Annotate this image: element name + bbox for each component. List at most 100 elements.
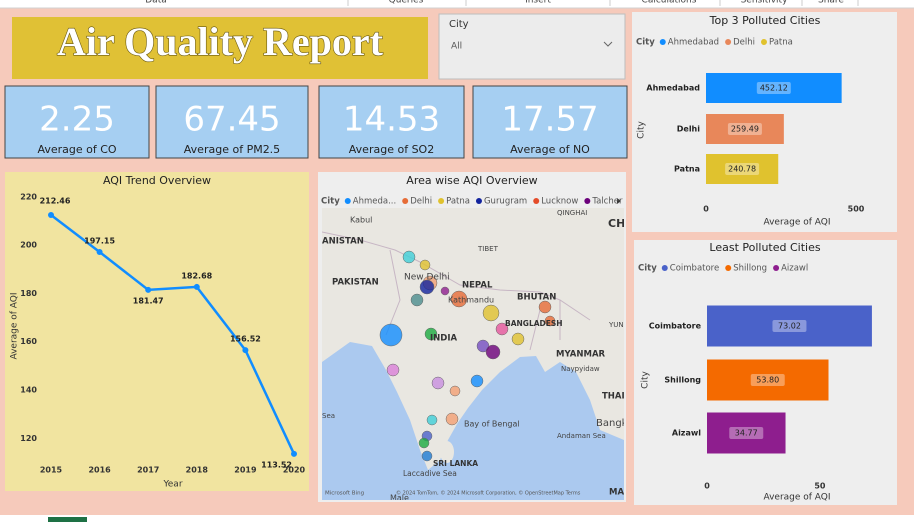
bubble[interactable] [470,374,484,388]
bubble[interactable] [450,290,468,308]
legend-marker [584,198,591,204]
data-point [96,248,103,255]
legend-marker [760,39,767,45]
place-label: NEPAL [462,281,493,291]
legend-entry: Talcher [591,197,623,207]
legend-marker [344,198,351,204]
legend-title: City [321,197,340,207]
legend-entry: Delhi [410,197,432,207]
slicer-value[interactable]: All [451,42,462,52]
map: Kabul ANISTAN PAKISTAN TIBET New Delhi N… [322,208,624,500]
ribbon-tab[interactable]: Sensitivity [741,0,789,6]
cards: 2.25 Average of CO 67.45 Average of PM2.5 14… [4,85,628,159]
bubble[interactable] [440,286,450,296]
data-point [193,283,200,290]
bubble[interactable] [386,363,400,377]
bar[interactable] [706,154,779,184]
bubble[interactable] [511,332,525,346]
map-provider: Microsoft Bing [325,491,364,497]
legend-more[interactable] [617,198,621,204]
bubble[interactable] [426,414,438,426]
bubble[interactable] [445,412,459,426]
bubble[interactable] [379,323,403,347]
kpi-card [472,85,628,159]
slicer-chevron[interactable] [603,41,613,47]
bubble[interactable] [431,376,445,390]
bubble[interactable] [544,315,556,327]
place-label: QINGHAI [557,209,587,217]
legend-entry: Delhi [733,38,755,48]
chart-title: Top 3 Polluted Cities [709,14,821,27]
legend-marker [773,265,780,271]
legend-title: City [636,38,655,48]
data-label-bg [729,427,764,439]
x-tick-label: 50 [814,482,826,491]
active-page-tab[interactable] [48,517,87,522]
bubble[interactable] [419,259,431,271]
y-tick-label: 200 [20,241,37,250]
bubble[interactable] [419,279,435,295]
data-label: 53.80 [756,376,779,385]
legend-marker [475,198,482,204]
ribbon-tab[interactable]: Insert [525,0,551,6]
place-label: YUN [608,321,624,329]
bar[interactable] [707,359,829,401]
ribbon-tab[interactable]: Data [145,0,167,6]
legend-entry: Shillong [733,264,767,274]
slicer[interactable] [438,13,626,80]
bubble[interactable] [418,437,430,449]
x-tick-label: 500 [848,205,865,214]
bubble[interactable] [402,250,416,264]
legend-marker [438,198,445,204]
map-chart: Area wise AQI Overview City Ahmeda... Delhi… [321,174,623,207]
ribbon-tab[interactable]: Calculations [642,0,697,6]
bar[interactable] [706,114,784,144]
legend-entry: Coimbatore [670,264,719,274]
data-label-bg [772,320,807,332]
x-axis-label: Average of AQI [763,493,830,503]
bubble[interactable] [482,304,500,322]
data-label: 212.46 [40,197,71,206]
bubble[interactable] [538,300,552,314]
slicer-label: City [449,19,469,30]
bar[interactable] [707,412,786,454]
place-label: INDIA [430,334,457,344]
kpi-card [318,85,465,159]
legend-entry: Patna [446,197,470,207]
kpi-value: 14.53 [343,100,440,140]
bubble[interactable] [410,293,424,307]
legend-entry: Ahmeda... [353,197,396,207]
y-tick-label: 160 [20,337,37,346]
data-label-bg [750,374,785,386]
category-label: Ahmedabad [646,84,700,93]
map-attribution: © 2024 TomTom, © 2024 Microsoft Corporat… [396,490,581,497]
place-label: Bay of Bengal [464,420,520,429]
bubble[interactable] [485,344,501,360]
bubble[interactable] [424,327,438,341]
title-box [12,17,428,79]
chart-title: AQI Trend Overview [103,174,211,187]
place-label: Kabul [350,216,372,225]
data-label: 34.77 [735,429,758,438]
bar[interactable] [706,73,842,103]
x-tick-label: 0 [703,205,709,214]
legend-entry: Ahmedabad [668,38,719,48]
category-label: Coimbatore [649,322,702,331]
data-label: 240.78 [728,165,756,174]
ribbon-tab[interactable]: Queries [389,0,424,6]
bar[interactable] [707,305,872,347]
chart-title: Least Polluted Cities [709,241,820,254]
bubble[interactable] [421,450,433,462]
legend-entry: Patna [769,38,793,48]
ribbon-tabs: Data Queries Insert Calculations Sensitivity… [145,0,859,6]
ribbon-tab[interactable]: Share [818,0,844,6]
data-point [242,347,249,354]
top-polluted-chart: Top 3 Polluted Cities City Ahmedabad Delhi P… [636,14,865,228]
bubble[interactable] [495,322,509,336]
data-label: 113.52 [261,460,292,469]
data-label: 181.47 [133,296,164,305]
legend-entry: Aizawl [781,264,808,274]
y-tick-label: 140 [20,385,37,394]
bubble[interactable] [449,385,461,397]
